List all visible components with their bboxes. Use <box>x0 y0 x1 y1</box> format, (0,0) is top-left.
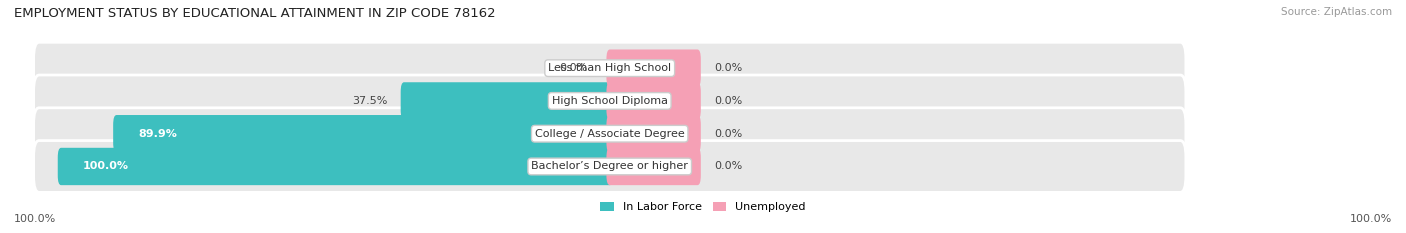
Text: 0.0%: 0.0% <box>714 161 742 171</box>
Text: High School Diploma: High School Diploma <box>551 96 668 106</box>
Text: 100.0%: 100.0% <box>1350 214 1392 224</box>
FancyBboxPatch shape <box>34 42 1185 94</box>
Text: 0.0%: 0.0% <box>560 63 588 73</box>
FancyBboxPatch shape <box>606 82 700 120</box>
Text: 37.5%: 37.5% <box>352 96 388 106</box>
Text: 100.0%: 100.0% <box>83 161 129 171</box>
FancyBboxPatch shape <box>112 115 613 152</box>
Text: EMPLOYMENT STATUS BY EDUCATIONAL ATTAINMENT IN ZIP CODE 78162: EMPLOYMENT STATUS BY EDUCATIONAL ATTAINM… <box>14 7 496 20</box>
FancyBboxPatch shape <box>606 49 700 87</box>
FancyBboxPatch shape <box>58 148 613 185</box>
Text: Source: ZipAtlas.com: Source: ZipAtlas.com <box>1281 7 1392 17</box>
FancyBboxPatch shape <box>606 115 700 152</box>
Text: 0.0%: 0.0% <box>714 96 742 106</box>
Text: Less than High School: Less than High School <box>548 63 671 73</box>
Legend: In Labor Force, Unemployed: In Labor Force, Unemployed <box>600 202 806 212</box>
Text: 0.0%: 0.0% <box>714 129 742 139</box>
Text: Bachelor’s Degree or higher: Bachelor’s Degree or higher <box>531 161 688 171</box>
Text: 0.0%: 0.0% <box>714 63 742 73</box>
Text: 89.9%: 89.9% <box>138 129 177 139</box>
Text: College / Associate Degree: College / Associate Degree <box>534 129 685 139</box>
FancyBboxPatch shape <box>606 148 700 185</box>
FancyBboxPatch shape <box>34 75 1185 127</box>
FancyBboxPatch shape <box>401 82 613 120</box>
Text: 100.0%: 100.0% <box>14 214 56 224</box>
FancyBboxPatch shape <box>34 140 1185 192</box>
FancyBboxPatch shape <box>34 108 1185 160</box>
